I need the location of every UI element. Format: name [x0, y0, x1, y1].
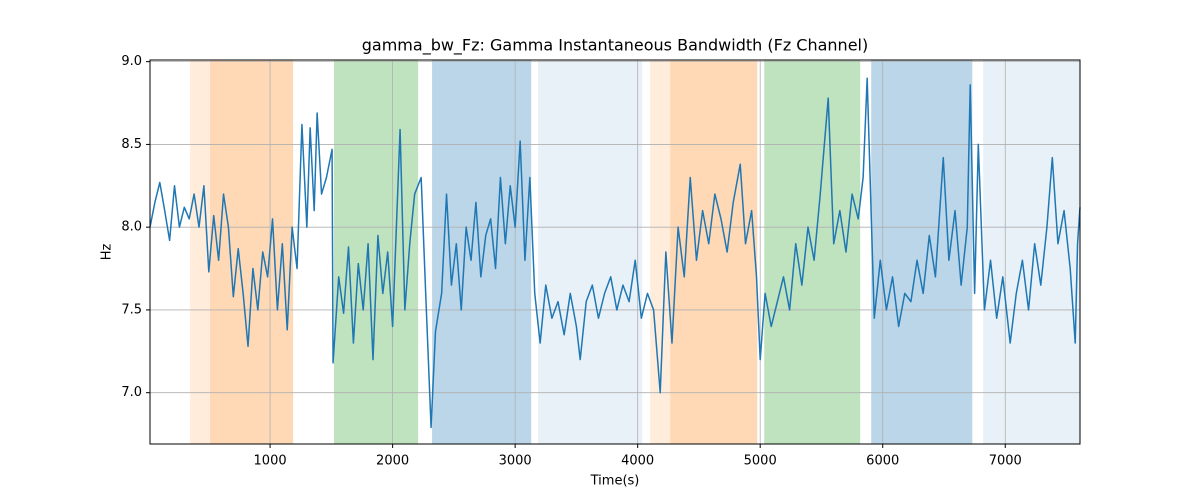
x-tick-label: 3000: [499, 454, 532, 469]
ticks: 1000 2000 3000 4000 5000 6000 7000 7.0 7.5 8.0 8.5…: [121, 54, 1021, 468]
x-tick-label: 1000: [254, 454, 287, 469]
chart-title: gamma_bw_Fz: Gamma Instantaneous Bandwid…: [362, 36, 868, 56]
shaded-span: [334, 60, 419, 444]
grid: [150, 60, 1080, 444]
shaded-span: [432, 60, 532, 444]
shaded-span: [871, 60, 973, 444]
x-tick-label: 6000: [866, 454, 899, 469]
shaded-span: [983, 60, 1080, 444]
shaded-span: [538, 60, 643, 444]
x-tick-label: 5000: [744, 454, 777, 469]
x-tick-label: 4000: [621, 454, 654, 469]
shaded-span: [190, 60, 211, 444]
shaded-span: [210, 60, 294, 444]
x-tick-label: 7000: [989, 454, 1022, 469]
shaded-span: [650, 60, 671, 444]
x-tick-label: 2000: [376, 454, 409, 469]
y-tick-label: 7.0: [121, 385, 142, 400]
y-tick-label: 7.5: [121, 302, 142, 317]
data-line: [149, 77, 1081, 429]
axes-frame: [149, 59, 1081, 445]
lines: [149, 77, 1081, 429]
y-tick-label: 9.0: [121, 54, 142, 69]
y-tick-label: 8.0: [121, 220, 142, 235]
x-axis-label: Time(s): [590, 474, 640, 489]
shaded-span: [670, 60, 758, 444]
y-tick-label: 8.5: [121, 137, 142, 152]
y-axis-label: Hz: [100, 244, 115, 261]
